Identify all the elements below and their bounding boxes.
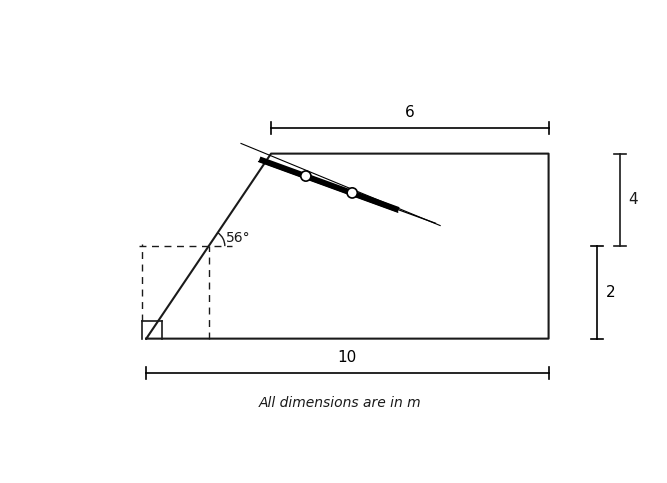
Text: 6: 6: [405, 105, 415, 120]
Text: 10: 10: [338, 350, 357, 365]
Circle shape: [301, 171, 311, 181]
Text: 2: 2: [606, 285, 615, 300]
Text: 4: 4: [628, 192, 638, 207]
Circle shape: [347, 188, 358, 198]
Text: 56°: 56°: [226, 231, 251, 245]
Text: All dimensions are in m: All dimensions are in m: [259, 397, 422, 411]
